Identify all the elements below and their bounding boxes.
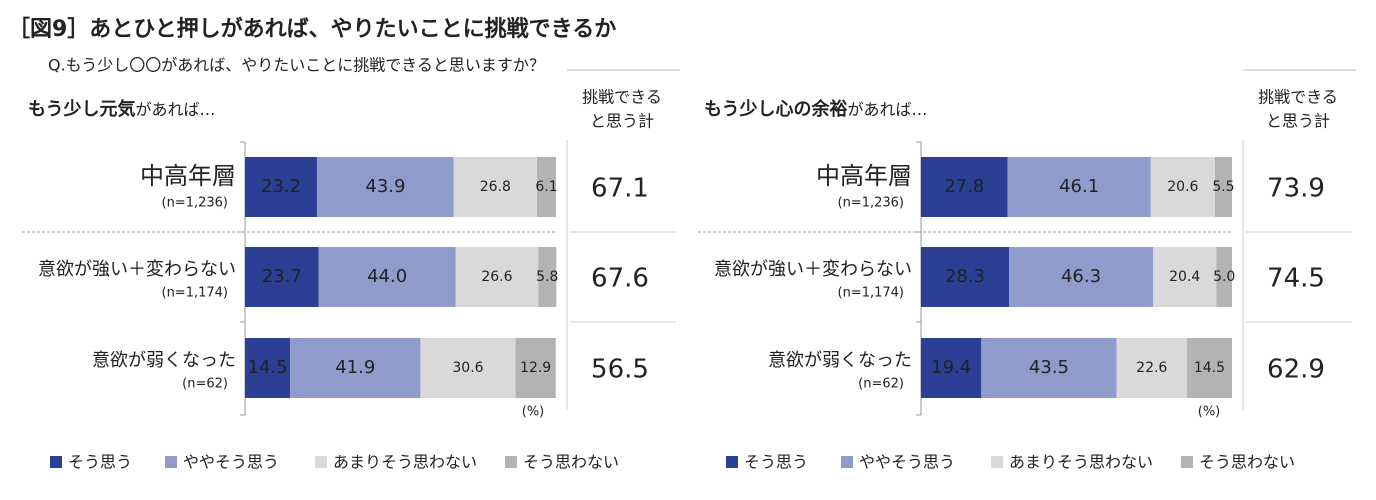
bar-segment [1116, 338, 1187, 398]
unit-label: (%) [1198, 405, 1221, 420]
category-note: (n=1,236) [838, 196, 905, 211]
legend-label: そう思う [68, 453, 132, 472]
category-note: (n=62) [858, 377, 904, 392]
value-label: 46.1 [1059, 176, 1099, 197]
title: ［図9］あとひと押しがあれば、やりたいことに挑戦できるか [8, 16, 616, 42]
value-label: 27.8 [944, 176, 984, 197]
bar-segment [245, 247, 319, 307]
bar-segment [1153, 247, 1217, 307]
value-label: 20.4 [1169, 269, 1200, 285]
total-value: 74.5 [1267, 264, 1325, 294]
bar-segment [245, 157, 318, 217]
category-label: 中高年層 [140, 162, 236, 190]
value-label: 23.2 [261, 176, 301, 197]
category-label: 意欲が強い＋変わらない [38, 259, 236, 280]
total-header: と思う計 [1266, 112, 1330, 131]
bar-segment [318, 247, 456, 307]
bar-segment [290, 338, 421, 398]
unit-label: (%) [522, 405, 545, 420]
bar-segment [538, 247, 557, 307]
legend-swatch [841, 456, 853, 468]
category-note: (n=1,236) [162, 196, 229, 211]
bar-segment [981, 338, 1117, 398]
value-label: 43.9 [365, 176, 405, 197]
total-value: 73.9 [1267, 174, 1325, 204]
subtitle-part: があれば… [847, 100, 927, 119]
category-note: (n=1,174) [838, 286, 905, 301]
value-label: 5.0 [1213, 269, 1235, 285]
bar-segment [515, 338, 556, 398]
legend-swatch [991, 456, 1003, 468]
category-note: (n=62) [182, 377, 228, 392]
value-label: 6.1 [535, 179, 557, 195]
legend-label: そう思わない [1199, 453, 1295, 472]
legend-swatch [726, 456, 738, 468]
legend-label: ややそう思う [183, 453, 279, 472]
bar-segment [537, 157, 556, 217]
value-label: 12.9 [520, 360, 551, 376]
bar-segment [921, 157, 1008, 217]
legend-label: そう思わない [523, 453, 619, 472]
value-label: 26.6 [481, 269, 512, 285]
legend-swatch [1181, 456, 1193, 468]
bar-segment [1214, 157, 1232, 217]
value-label: 5.8 [536, 269, 558, 285]
value-label: 46.3 [1061, 266, 1101, 287]
bar-segment [420, 338, 516, 398]
bar-segment [1150, 157, 1215, 217]
bar-segment [1009, 247, 1154, 307]
legend-label: あまりそう思わない [1009, 453, 1153, 472]
total-header: 挑戦できる [582, 88, 662, 107]
value-label: 26.8 [480, 179, 511, 195]
question: Q.もう少し〇〇があれば、やりたいことに挑戦できると思いますか？ [48, 56, 545, 75]
legend-label: ややそう思う [859, 453, 955, 472]
value-label: 14.5 [248, 357, 288, 378]
legend-swatch [505, 456, 517, 468]
value-label: 14.5 [1194, 360, 1225, 376]
value-label: 43.5 [1029, 357, 1069, 378]
bar-segment [921, 338, 982, 398]
legend-swatch [315, 456, 327, 468]
value-label: 30.6 [452, 360, 483, 376]
value-label: 44.0 [367, 266, 407, 287]
subtitle: もう少し心の余裕があれば… [704, 98, 927, 120]
value-label: 23.7 [262, 266, 302, 287]
subtitle: もう少し元気があれば… [28, 98, 215, 120]
legend-swatch [50, 456, 62, 468]
value-label: 22.6 [1136, 360, 1167, 376]
category-note: (n=1,174) [162, 286, 229, 301]
legend-label: そう思う [744, 453, 808, 472]
subtitle-part: もう少し元気 [28, 98, 135, 120]
subtitle-part: があれば… [135, 100, 215, 119]
value-label: 28.3 [945, 266, 985, 287]
bar-segment [455, 247, 539, 307]
total-value: 67.1 [591, 174, 649, 204]
category-label: 意欲が弱くなった [92, 350, 236, 371]
category-label: 意欲が強い＋変わらない [714, 259, 912, 280]
subtitle-part: もう少し心の余裕 [704, 98, 847, 120]
legend-swatch [165, 456, 177, 468]
bar-segment [245, 338, 291, 398]
value-label: 19.4 [931, 357, 971, 378]
bar-segment [1186, 338, 1232, 398]
bar-segment [921, 247, 1010, 307]
category-label: 意欲が弱くなった [768, 350, 912, 371]
total-value: 62.9 [1267, 355, 1325, 385]
total-value: 56.5 [591, 355, 649, 385]
category-label: 中高年層 [816, 162, 912, 190]
bar-segment [317, 157, 454, 217]
total-header: 挑戦できる [1258, 88, 1338, 107]
value-label: 5.5 [1212, 179, 1234, 195]
bar-segment [453, 157, 538, 217]
total-value: 67.6 [591, 264, 649, 294]
bar-segment [1007, 157, 1151, 217]
value-label: 41.9 [335, 357, 375, 378]
legend-label: あまりそう思わない [333, 453, 477, 472]
value-label: 20.6 [1167, 179, 1198, 195]
bar-segment [1216, 247, 1232, 307]
total-header: と思う計 [590, 112, 654, 131]
